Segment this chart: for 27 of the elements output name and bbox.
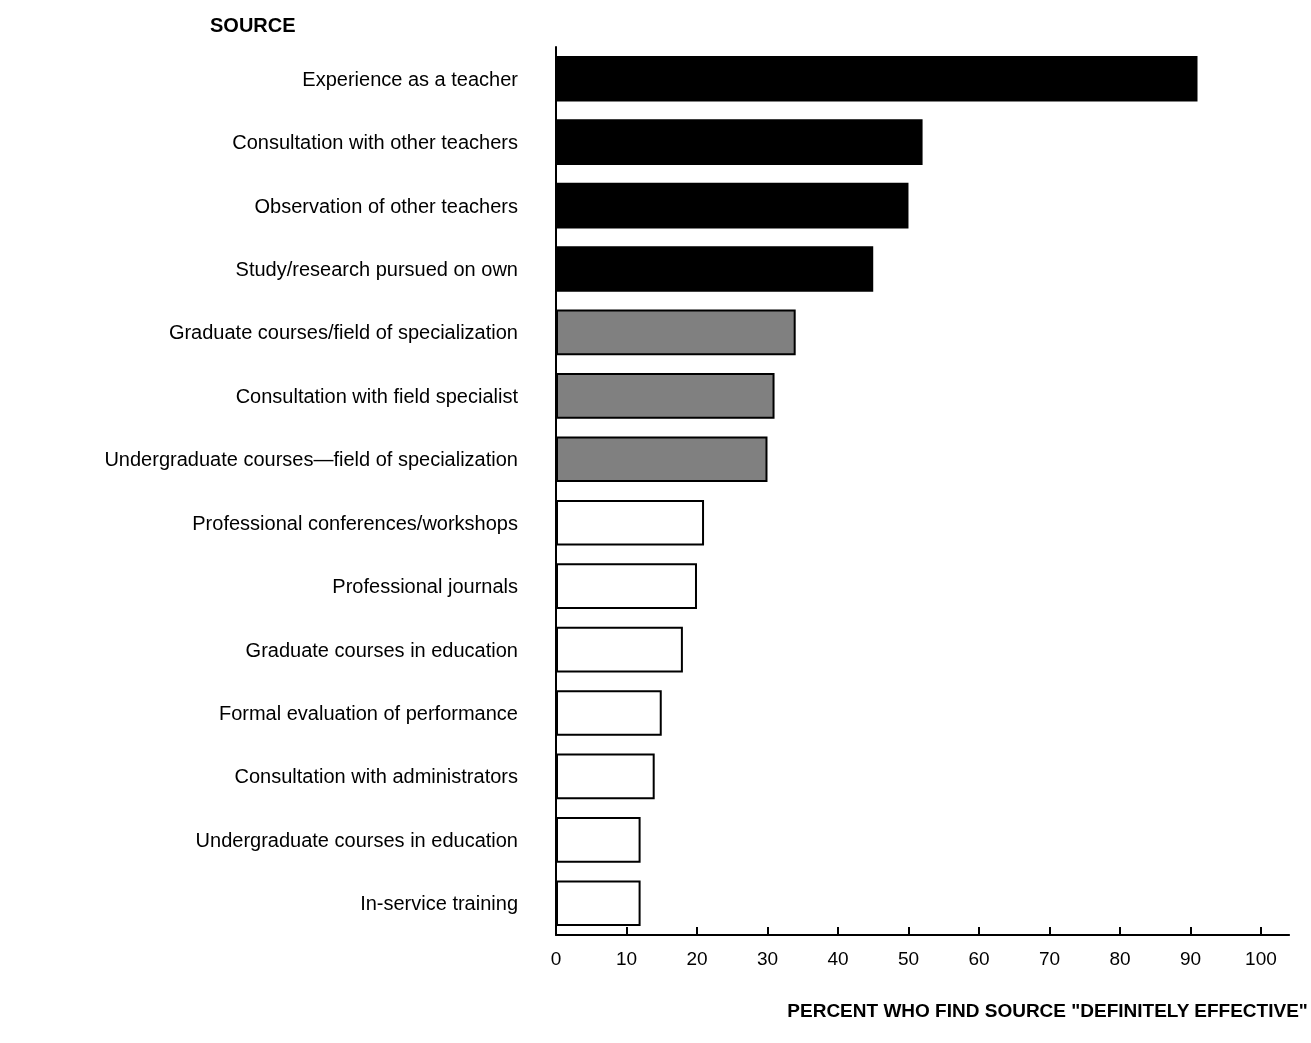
x-tick-label: 100 [1245, 948, 1277, 969]
y-tick-label: Study/research pursued on own [235, 258, 518, 280]
x-tick-label: 30 [756, 948, 779, 969]
y-axis-title: SOURCE [210, 14, 296, 36]
y-tick-label: Consultation with administrators [234, 765, 518, 788]
y-tick-label: Graduate courses/field of specialization [168, 321, 518, 344]
x-tick-label: 50 [897, 948, 920, 969]
y-tick-label: Undergraduate courses—field of specialization [104, 448, 518, 471]
x-tick-label: 0 [550, 948, 562, 969]
x-tick-label: 70 [1038, 948, 1061, 969]
x-tick-label: 80 [1109, 948, 1131, 969]
x-axis-title: PERCENT WHO FIND SOURCE "DEFINITELY EFFECTIVE" [787, 1000, 1308, 1021]
y-tick-label: Experience as a teacher [302, 67, 519, 90]
x-tick-label: 10 [615, 948, 638, 969]
x-tick-label: 90 [1179, 948, 1202, 969]
y-tick-label: Observation of other teachers [254, 194, 518, 217]
y-tick-label: Undergraduate courses in education [195, 828, 518, 851]
x-tick-label: 20 [686, 948, 708, 969]
y-tick-label: In-service training [360, 892, 518, 915]
x-tick-label: 60 [968, 948, 990, 969]
y-tick-label: Professional conferences/workshops [192, 511, 518, 534]
y-tick-label: Graduate courses in education [245, 638, 518, 661]
y-tick-label: Professional journals [332, 575, 518, 598]
y-tick-label: Consultation with field specialist [235, 384, 519, 407]
y-tick-label: Formal evaluation of performance [218, 702, 518, 724]
x-tick-label: 40 [827, 948, 849, 969]
y-tick-label: Consultation with other teachers [232, 131, 518, 154]
